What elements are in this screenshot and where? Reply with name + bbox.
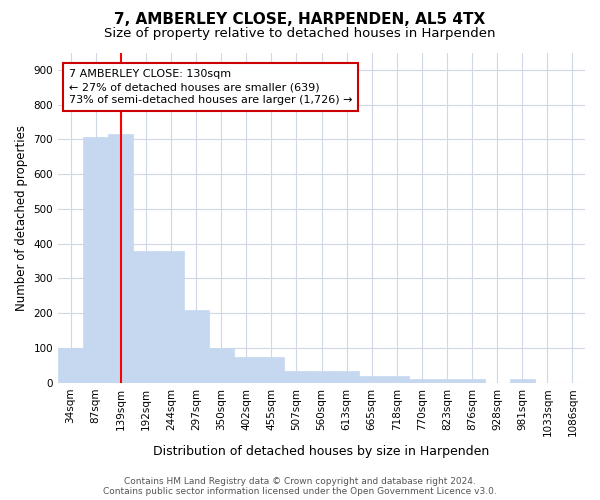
- Text: Size of property relative to detached houses in Harpenden: Size of property relative to detached ho…: [104, 28, 496, 40]
- Bar: [510, 379, 535, 382]
- Bar: [83, 136, 108, 382]
- Bar: [434, 379, 460, 382]
- Bar: [209, 348, 233, 382]
- Bar: [359, 376, 384, 382]
- Bar: [108, 134, 133, 382]
- Bar: [133, 252, 158, 382]
- Text: 7, AMBERLEY CLOSE, HARPENDEN, AL5 4TX: 7, AMBERLEY CLOSE, HARPENDEN, AL5 4TX: [115, 12, 485, 28]
- Bar: [184, 310, 209, 382]
- Bar: [334, 371, 359, 382]
- Bar: [58, 348, 83, 382]
- Bar: [284, 371, 309, 382]
- Y-axis label: Number of detached properties: Number of detached properties: [15, 124, 28, 310]
- Bar: [409, 379, 434, 382]
- Bar: [158, 252, 184, 382]
- Bar: [384, 376, 409, 382]
- Text: Contains HM Land Registry data © Crown copyright and database right 2024.
Contai: Contains HM Land Registry data © Crown c…: [103, 476, 497, 496]
- Bar: [460, 379, 485, 382]
- Bar: [233, 358, 259, 382]
- X-axis label: Distribution of detached houses by size in Harpenden: Distribution of detached houses by size …: [154, 444, 490, 458]
- Bar: [309, 371, 334, 382]
- Text: 7 AMBERLEY CLOSE: 130sqm
← 27% of detached houses are smaller (639)
73% of semi-: 7 AMBERLEY CLOSE: 130sqm ← 27% of detach…: [68, 69, 352, 106]
- Bar: [259, 358, 284, 382]
